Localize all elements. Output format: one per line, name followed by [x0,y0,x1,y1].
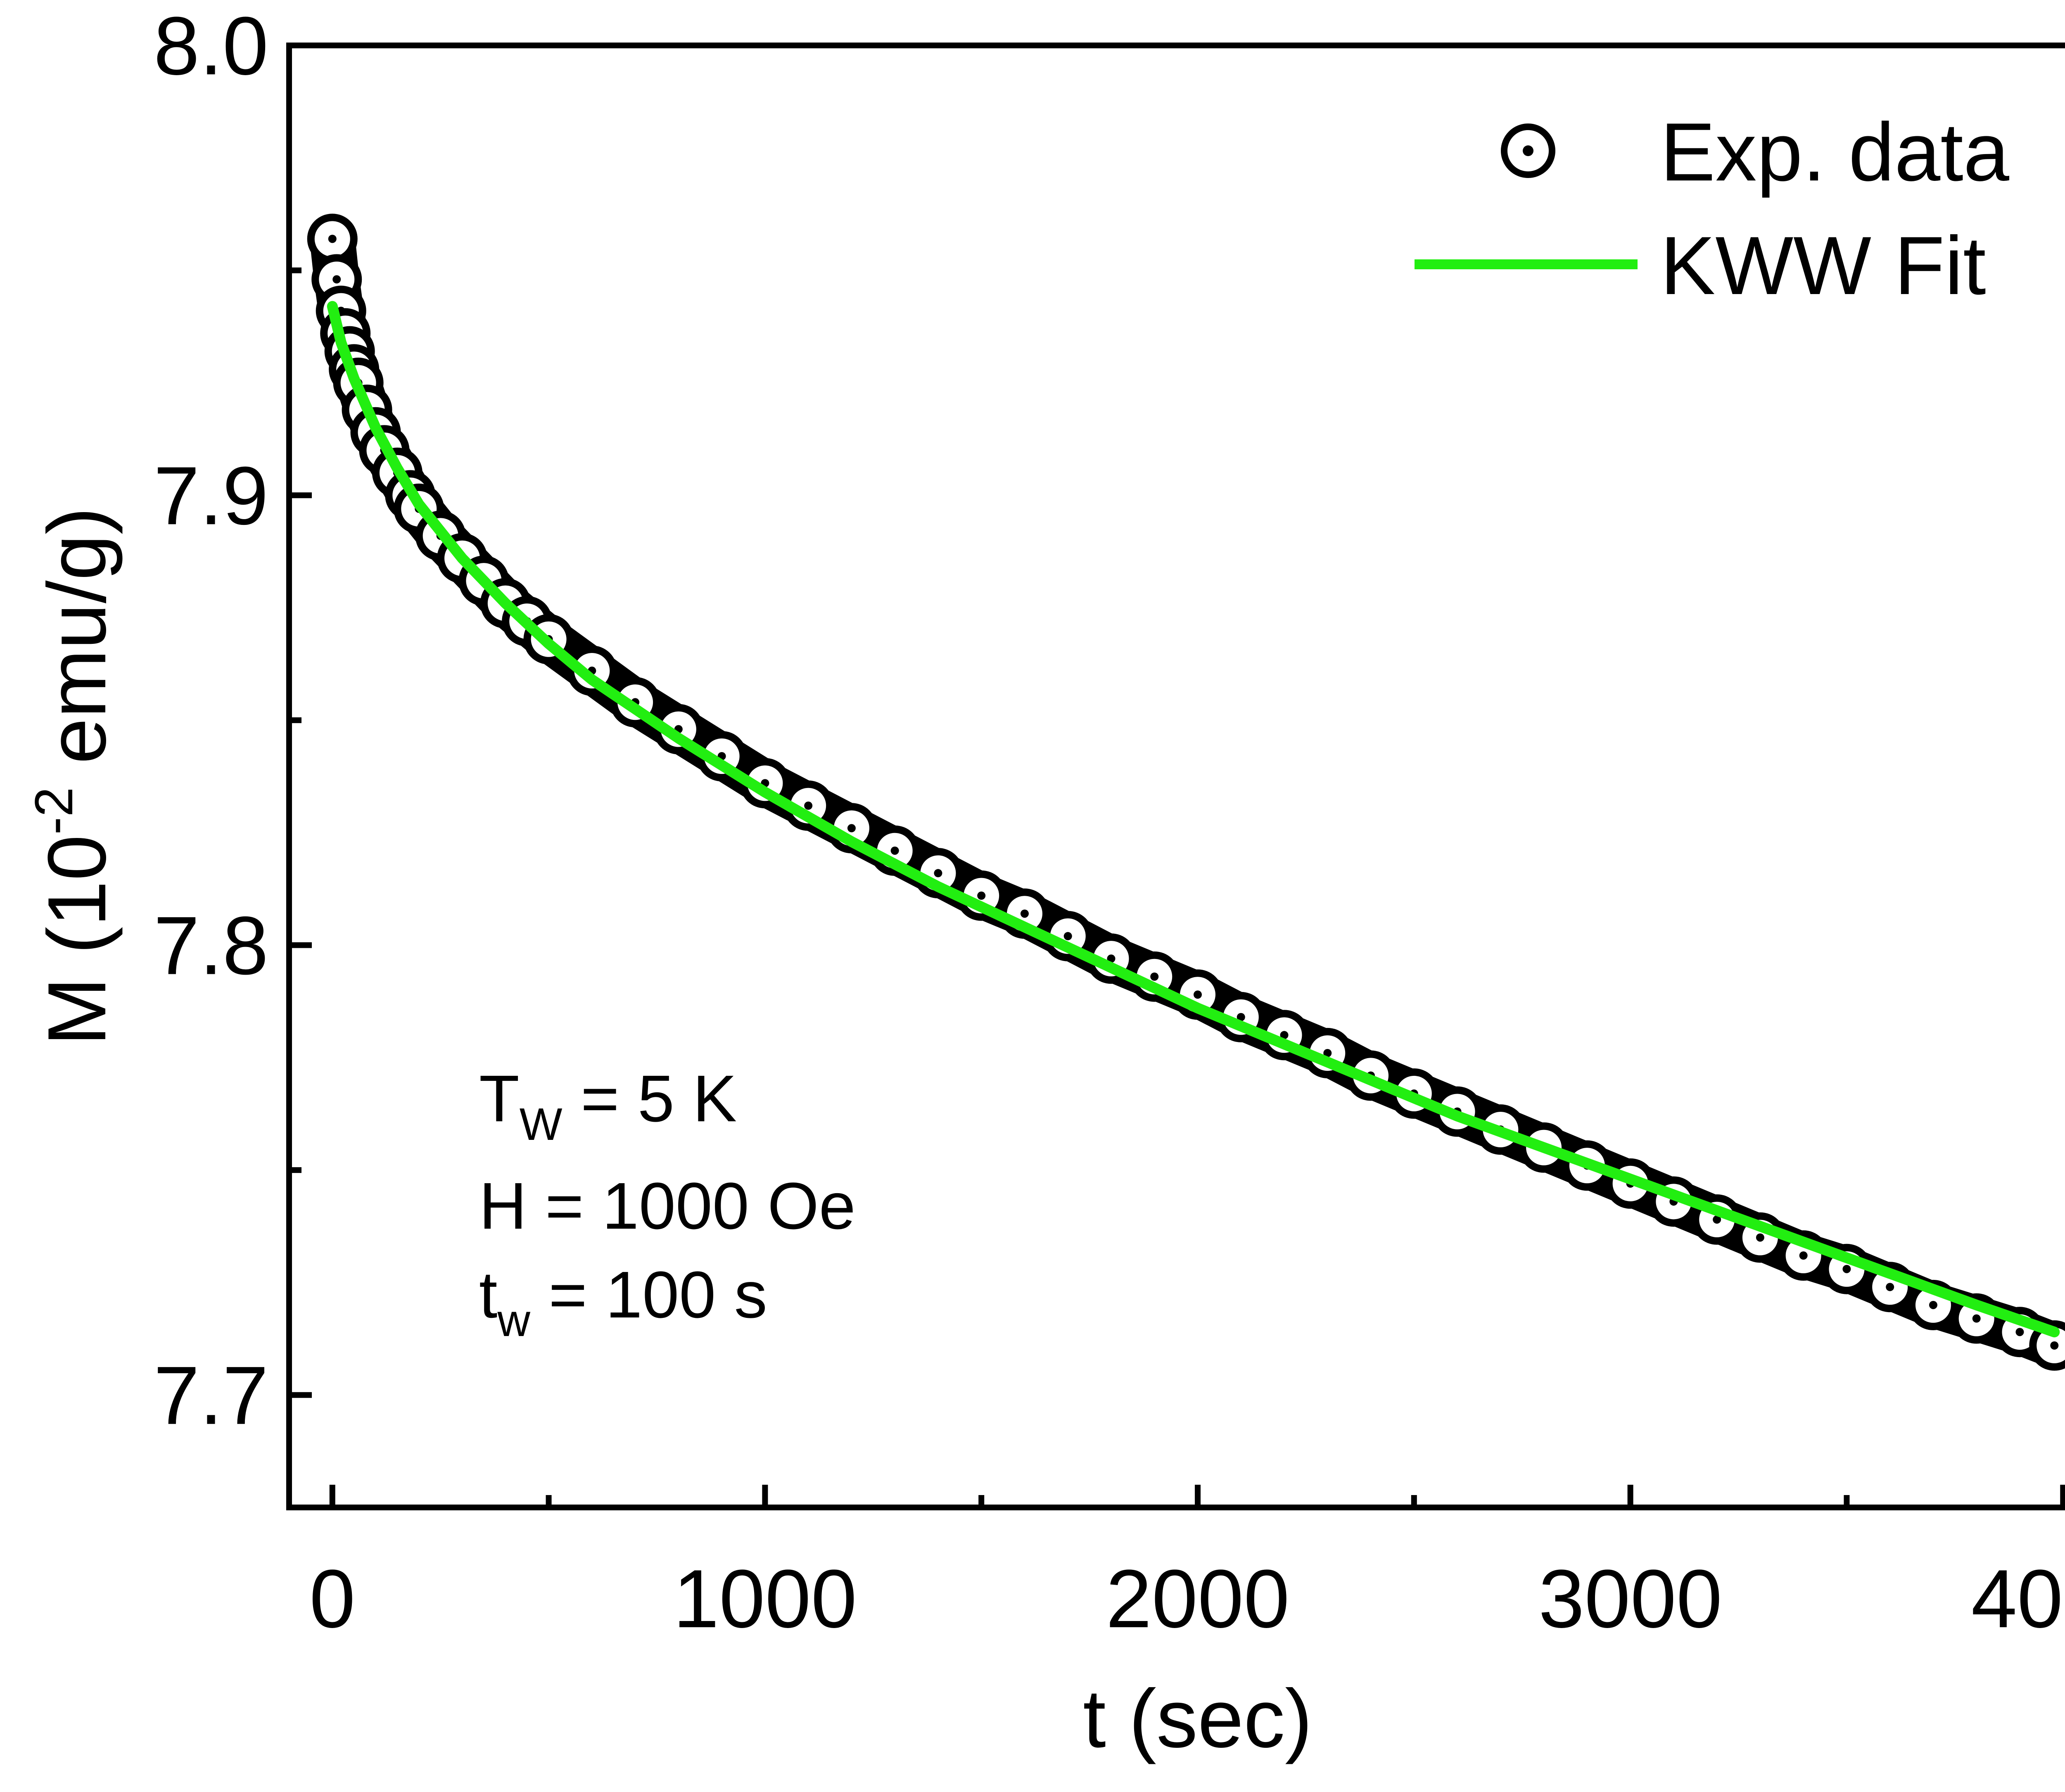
data-point-dot [1280,1031,1289,1040]
data-point-dot [977,891,986,900]
data-point-dot [1107,954,1116,963]
x-axis-label: t (sec) [1083,1673,1313,1765]
legend-marker-circle-icon [1501,123,1555,178]
data-point-dot [1063,932,1072,940]
y-axis-label-suffix: emu/g) [31,507,123,787]
x-tick-label: 0 [309,1553,355,1645]
legend-item-exp-data: Exp. data [1501,106,2010,198]
data-layer [307,214,2065,1371]
data-point-dot [1323,1049,1332,1057]
data-point-dot [1150,972,1159,981]
data-point-dot [1929,1301,1937,1309]
legend: Exp. data KWW Fit [1415,106,2010,312]
legend-label-exp-data: Exp. data [1660,106,2010,198]
y-axis-label: M (10-2 emu/g) [24,507,123,1046]
data-point-dot [1756,1233,1764,1242]
x-tick-label: 3000 [1538,1553,1722,1645]
data-point-dot [847,824,856,833]
annotation-waiting-temperature: TW = 5 K [479,1061,737,1150]
y-tick-label: 7.9 [154,450,268,542]
x-tick-label: 4000 [1971,1553,2065,1645]
legend-item-kww-fit: KWW Fit [1415,220,1986,312]
data-point-dot [1842,1265,1851,1273]
data-point-dot [1799,1251,1808,1260]
data-point-dot [804,801,813,810]
legend-label-kww-fit: KWW Fit [1660,220,1986,312]
data-point-dot [328,235,337,243]
y-tick-label: 7.7 [154,1350,268,1442]
legend-marker-dot-icon [1523,145,1533,156]
data-point-dot [934,869,942,878]
y-tick-label: 8.0 [154,0,268,92]
data-point-dot [890,846,899,855]
y-tick-label: 7.8 [154,900,268,992]
data-point-dot [332,275,341,284]
data-point-dot [2050,1341,2059,1350]
annotation-field: H = 1000 Oe [479,1169,856,1243]
y-axis-label-prefix: M (10 [31,835,123,1046]
fit-line [327,301,2060,1338]
annotation-waiting-time: tw = 100 s [479,1258,767,1346]
x-tick-label: 2000 [1106,1553,1290,1645]
axes: 0 1000 2000 3000 4000 7.7 7.8 7.9 8.0 [154,0,2065,1645]
data-point-dot [1713,1215,1721,1224]
annotation-block: TW = 5 K H = 1000 Oe tw = 100 s [479,1061,856,1346]
data-point-dot [2015,1328,2024,1336]
x-tick-label: 1000 [673,1553,857,1645]
data-point-dot [1194,990,1202,999]
data-point-dot [1237,1013,1245,1021]
data-point-dot [1020,909,1029,918]
y-axis-label-superscript: -2 [24,787,84,835]
data-point-dot [1886,1283,1894,1291]
data-point-dot [1972,1314,1981,1323]
